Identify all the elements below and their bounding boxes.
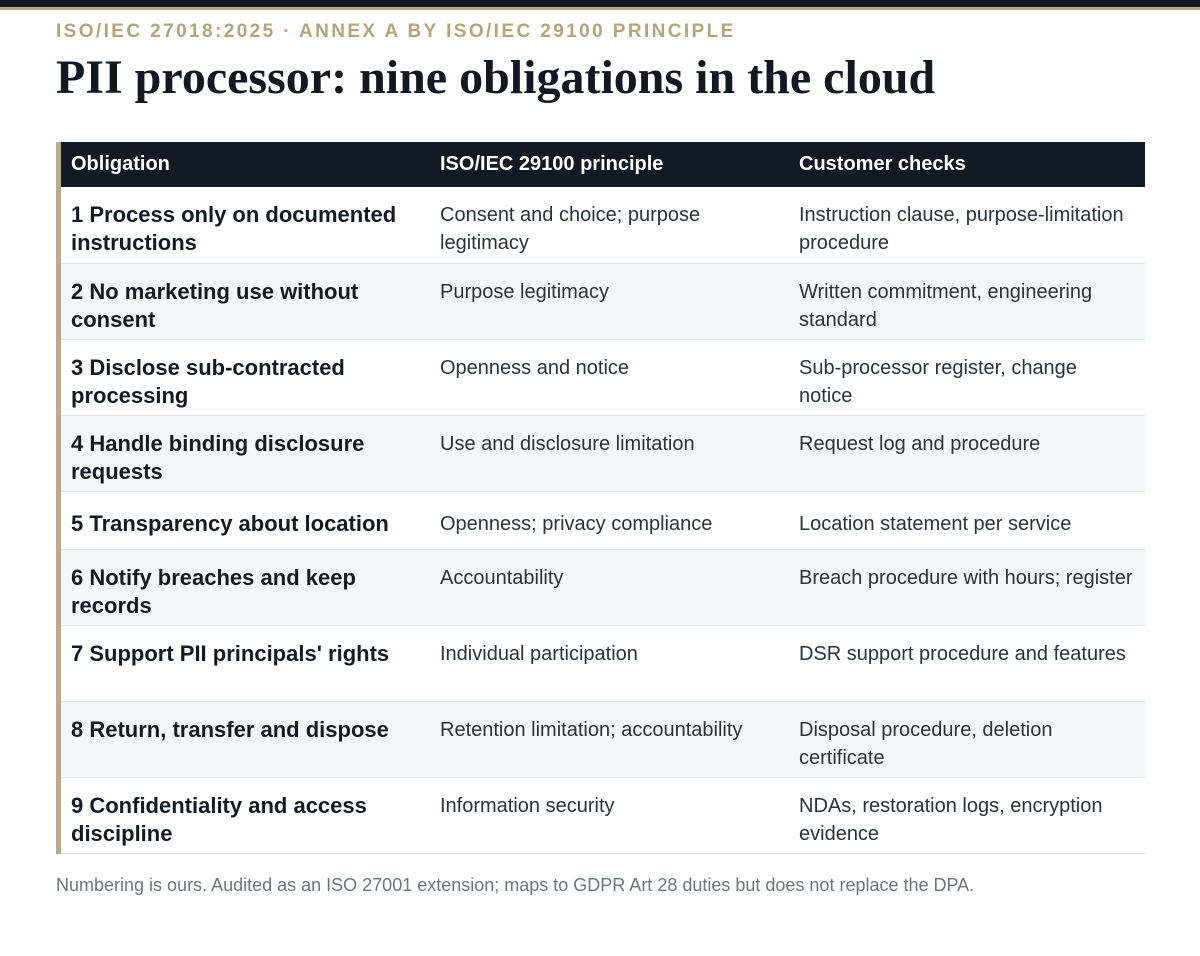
checks-cell: Location statement per service <box>799 512 1072 535</box>
eyebrow-label: ISO/IEC 27018:2025 · ANNEX A BY ISO/IEC … <box>56 21 736 42</box>
principle-cell: Information security <box>440 794 615 817</box>
principle-cell: Individual participation <box>440 642 638 665</box>
obligations-table-container: Obligation ISO/IEC 29100 principle Custo… <box>56 142 1145 854</box>
table-row: 4 Handle binding disclosure requests Use… <box>61 415 1145 491</box>
principle-cell: Purpose legitimacy <box>440 280 609 303</box>
table-row: 8 Return, transfer and dispose Retention… <box>61 701 1145 777</box>
obligation-cell: 5 Transparency about location <box>71 510 389 536</box>
table-header: Obligation ISO/IEC 29100 principle Custo… <box>61 142 1145 187</box>
column-header-principle: ISO/IEC 29100 principle <box>440 153 664 175</box>
obligation-cell: 1 Process only on documented instruction… <box>71 202 397 255</box>
checks-cell: Written commitment, engineering standard <box>799 280 1093 331</box>
table-row: 9 Confidentiality and access discipline … <box>61 777 1145 853</box>
obligation-cell: 7 Support PII principals' rights <box>71 640 390 666</box>
column-header-obligation: Obligation <box>71 153 170 175</box>
top-accent-bar <box>0 0 1200 10</box>
obligation-cell: 4 Handle binding disclosure requests <box>71 430 365 484</box>
table-body: 1 Process only on documented instruction… <box>61 187 1145 853</box>
footnote: Numbering is ours. Audited as an ISO 270… <box>56 875 975 895</box>
checks-cell: NDAs, restoration logs, encryption evide… <box>799 794 1103 845</box>
table-row: 7 Support PII principals' rights Individ… <box>61 625 1145 701</box>
principle-cell: Consent and choice; purpose legitimacy <box>440 204 701 254</box>
checks-cell: Breach procedure with hours; register <box>799 566 1133 589</box>
checks-cell: Disposal procedure, deletion certificate <box>799 718 1053 769</box>
obligation-cell: 6 Notify breaches and keep records <box>71 564 356 618</box>
table-row: 2 No marketing use without consent Purpo… <box>61 263 1145 339</box>
principle-cell: Openness and notice <box>440 356 630 379</box>
table-row: 5 Transparency about location Openness; … <box>61 491 1145 549</box>
table-row: 3 Disclose sub-contracted processing Ope… <box>61 339 1145 415</box>
checks-cell: DSR support procedure and features <box>799 642 1126 665</box>
checks-cell: Sub-processor register, change notice <box>799 356 1077 407</box>
principle-cell: Use and disclosure limitation <box>440 432 695 455</box>
principle-cell: Retention limitation; accountability <box>440 718 743 741</box>
principle-cell: Accountability <box>440 566 564 589</box>
obligation-cell: 9 Confidentiality and access discipline <box>71 792 367 846</box>
obligations-table: Obligation ISO/IEC 29100 principle Custo… <box>61 142 1145 854</box>
column-header-checks: Customer checks <box>799 153 966 175</box>
table-row: 1 Process only on documented instruction… <box>61 187 1145 263</box>
page-title: PII processor: nine obligations in the c… <box>56 51 936 104</box>
obligation-cell: 3 Disclose sub-contracted processing <box>71 354 345 408</box>
table-header-row: Obligation ISO/IEC 29100 principle Custo… <box>61 142 1145 187</box>
principle-cell: Openness; privacy compliance <box>440 512 713 535</box>
checks-cell: Request log and procedure <box>799 432 1041 455</box>
obligation-cell: 8 Return, transfer and dispose <box>71 716 389 742</box>
obligation-cell: 2 No marketing use without consent <box>71 278 359 332</box>
checks-cell: Instruction clause, purpose-limitation p… <box>799 204 1124 254</box>
table-row: 6 Notify breaches and keep records Accou… <box>61 549 1145 625</box>
